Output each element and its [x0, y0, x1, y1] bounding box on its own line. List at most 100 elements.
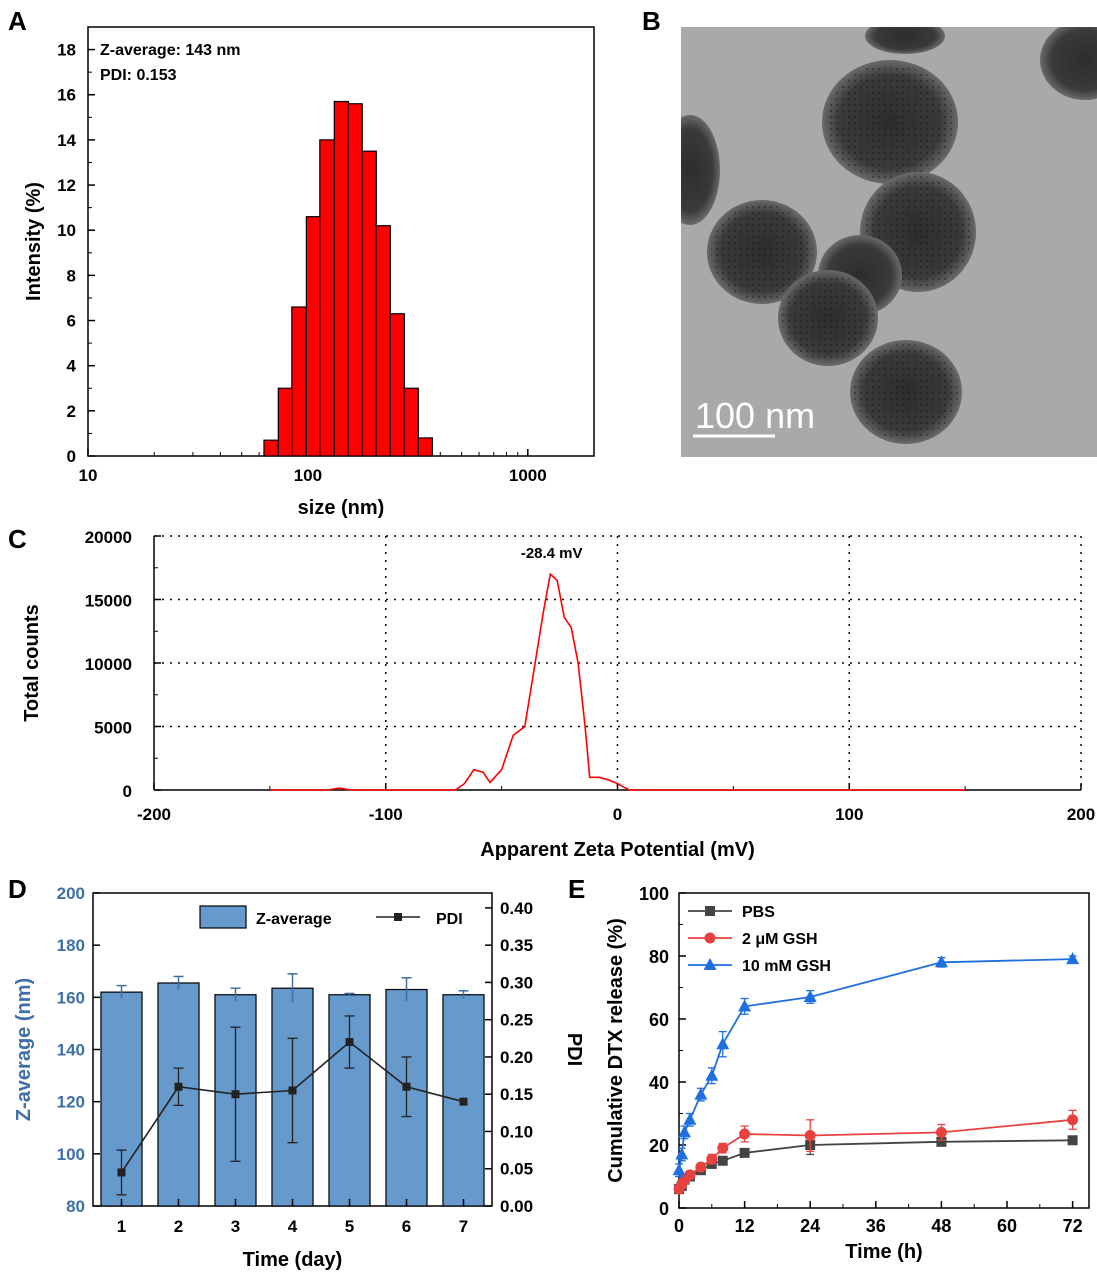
y-tick-label: 100	[57, 1145, 85, 1164]
panel-label-d: D	[8, 874, 27, 904]
x-axis-label: Time (h)	[845, 1241, 922, 1263]
data-point	[739, 1147, 750, 1158]
data-point	[739, 1128, 751, 1140]
x-tick-label: 1000	[509, 466, 547, 485]
data-point	[804, 1130, 816, 1142]
data-point	[717, 1155, 728, 1166]
chart-a-size-distribution: 0 2 4 6 8 10 12 14 16 18 10 100 1000 Z-average: 143 n…	[23, 26, 595, 519]
histogram-bar	[361, 150, 377, 457]
y-tick-label: 16	[57, 86, 76, 105]
y-tick-label: 60	[649, 1010, 669, 1030]
annotation-z-average: Z-average: 143 nm	[100, 42, 241, 59]
y-tick-label: 20000	[85, 528, 132, 547]
y-tick-label: 0	[123, 782, 132, 801]
x-tick-label: 1	[117, 1217, 126, 1236]
histogram-bar	[347, 103, 363, 457]
y-axis-label: Total counts	[21, 604, 43, 721]
data-point	[705, 1068, 719, 1081]
y-tick-label: 160	[57, 988, 85, 1007]
data-point	[694, 1087, 708, 1100]
y-tick-label: 12	[57, 176, 76, 195]
pdi-point	[231, 1090, 240, 1099]
data-point	[717, 1142, 729, 1154]
histogram-bar	[389, 313, 405, 457]
pdi-point	[117, 1168, 126, 1177]
nanoparticle	[681, 115, 720, 225]
data-point	[695, 1161, 707, 1173]
data-point	[738, 999, 752, 1012]
pdi-point	[345, 1038, 354, 1047]
data-point	[1067, 1135, 1078, 1146]
data-point	[706, 1153, 718, 1165]
histogram-bar	[403, 387, 419, 457]
nanoparticle	[1040, 27, 1097, 100]
x-axis-label: Time (day)	[243, 1249, 343, 1271]
x-tick-label: 12	[735, 1216, 755, 1236]
y2-tick-label: 0.30	[500, 973, 533, 992]
y-tick-label: 40	[649, 1073, 669, 1093]
x-tick-label: 60	[997, 1216, 1017, 1236]
y-tick-label: 80	[66, 1197, 85, 1216]
y-tick-label: 2	[67, 402, 76, 421]
y2-tick-label: 0.00	[500, 1197, 533, 1216]
y2-tick-label: 0.20	[500, 1048, 533, 1067]
chart-d-stability: 80 100 120 140 160 180 200 0.00 0.05 0.10 0.15 0.20…	[13, 884, 585, 1271]
data-point	[675, 1147, 689, 1160]
x-tick-label: 36	[866, 1216, 886, 1236]
y2-tick-label: 0.05	[500, 1160, 533, 1179]
legend-label: PBS	[742, 904, 775, 921]
nanoparticle	[865, 27, 945, 54]
legend-marker	[703, 958, 717, 970]
x-tick-label: -100	[369, 805, 403, 824]
x-tick-label: 2	[174, 1217, 183, 1236]
y-tick-label: 180	[57, 936, 85, 955]
release-line	[678, 1139, 1073, 1190]
panel-label-a: A	[8, 6, 27, 36]
x-tick-label: 200	[1067, 805, 1095, 824]
annotation-pdi: PDI: 0.153	[100, 67, 177, 84]
y-tick-label: 10	[57, 221, 76, 240]
x-tick-label: -200	[137, 805, 171, 824]
chart-c-zeta-potential: 0 5000 10000 15000 20000 -200 -100 0 100 200 -28.4…	[21, 528, 1095, 861]
y2-tick-label: 0.25	[500, 1011, 533, 1030]
y-tick-label: 120	[57, 1093, 85, 1112]
y-tick-label: 18	[57, 41, 76, 60]
histogram-bar	[417, 437, 434, 457]
legend-marker	[705, 906, 715, 916]
x-tick-label: 0	[613, 805, 622, 824]
y-axis-label: Intensity (%)	[23, 182, 45, 301]
x-axis-label: size (nm)	[298, 497, 385, 519]
histogram-bar	[333, 100, 350, 457]
x-tick-label: 3	[231, 1217, 240, 1236]
y2-tick-label: 0.35	[500, 936, 533, 955]
y-tick-label: 10000	[85, 655, 132, 674]
data-point	[684, 1169, 696, 1181]
plot-frame	[678, 892, 1090, 1209]
data-point	[1066, 952, 1080, 965]
y2-tick-label: 0.40	[500, 899, 533, 918]
histogram-bar	[305, 216, 322, 457]
y-tick-label: 0	[67, 447, 76, 466]
x-tick-label: 4	[288, 1217, 298, 1236]
chart-e-dtx-release: 0 20 40 60 80 100 0 12 24 36 48 60 72 PBS 2 μM GSH 10 m…	[605, 884, 1090, 1263]
legend-label: 10 mM GSH	[742, 958, 831, 975]
pdi-point	[288, 1086, 297, 1095]
x-tick-label: 10	[79, 466, 98, 485]
data-point	[1067, 1114, 1079, 1126]
y-tick-label: 20	[649, 1136, 669, 1156]
histogram-bar	[277, 387, 294, 457]
histogram-bar	[375, 225, 391, 457]
y-tick-label: 100	[639, 884, 669, 904]
histogram-bar	[319, 139, 335, 457]
legend-marker	[704, 932, 716, 944]
legend-label-pdi: PDI	[436, 911, 463, 928]
panel-label-c: C	[8, 524, 27, 554]
data-point	[934, 955, 948, 968]
y-tick-label: 0	[659, 1199, 669, 1219]
scale-bar-label: 100 nm	[695, 395, 815, 436]
x-tick-label: 0	[674, 1216, 684, 1236]
peak-annotation: -28.4 mV	[521, 545, 583, 562]
tem-micrograph	[681, 27, 1097, 457]
pdi-point	[459, 1097, 468, 1106]
